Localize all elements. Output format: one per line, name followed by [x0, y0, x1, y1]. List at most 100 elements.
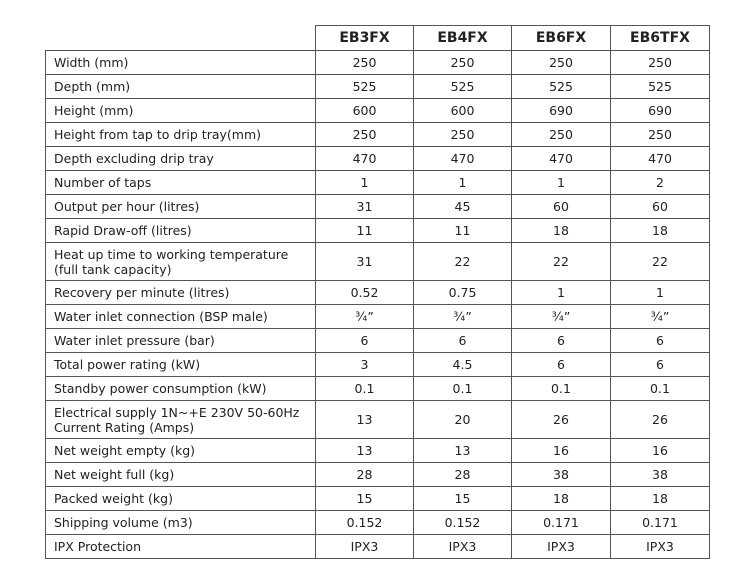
table-row: Electrical supply 1N~+E 230V 50-60Hz Cur… — [45, 400, 710, 439]
spec-table: EB3FX EB4FX EB6FX EB6TFX Width (mm) 250 250 25… — [45, 25, 710, 559]
cell-value: 26 — [511, 400, 611, 439]
cell-value: 525 — [610, 74, 710, 99]
table-row: Water inlet pressure (bar) 6 6 6 6 — [45, 328, 710, 353]
table-row: Water inlet connection (BSP male) ¾” ¾” ¾” ¾… — [45, 304, 710, 329]
row-label: Net weight empty (kg) — [45, 438, 316, 463]
cell-value: 22 — [413, 242, 512, 281]
cell-value: IPX3 — [315, 534, 414, 559]
cell-value: 250 — [413, 50, 512, 75]
row-label: Water inlet pressure (bar) — [45, 328, 316, 353]
cell-value: 6 — [610, 352, 710, 377]
blank-cell — [45, 25, 316, 51]
cell-value: 250 — [315, 122, 414, 147]
cell-value: 0.152 — [413, 510, 512, 535]
cell-value: 690 — [511, 98, 611, 123]
table-row: Depth (mm) 525 525 525 525 — [45, 74, 710, 99]
row-label: Electrical supply 1N~+E 230V 50-60Hz Cur… — [45, 400, 316, 439]
table-row: Packed weight (kg) 15 15 18 18 — [45, 486, 710, 511]
cell-value: 0.1 — [315, 376, 414, 401]
table-row: Rapid Draw-off (litres) 11 11 18 18 — [45, 218, 710, 243]
cell-value: 600 — [315, 98, 414, 123]
cell-value: 1 — [315, 170, 414, 195]
cell-value: 22 — [610, 242, 710, 281]
cell-value: IPX3 — [511, 534, 611, 559]
cell-value: 3 — [315, 352, 414, 377]
header-row: EB3FX EB4FX EB6FX EB6TFX — [45, 25, 710, 51]
cell-value: 13 — [413, 438, 512, 463]
cell-value: 15 — [315, 486, 414, 511]
cell-value: 250 — [511, 50, 611, 75]
table-row: Shipping volume (m3) 0.152 0.152 0.171 0.171 — [45, 510, 710, 535]
cell-value: 600 — [413, 98, 512, 123]
row-label: Depth (mm) — [45, 74, 316, 99]
cell-value: 18 — [610, 486, 710, 511]
cell-value: 45 — [413, 194, 512, 219]
table-row: Width (mm) 250 250 250 250 — [45, 50, 710, 75]
table-row: Output per hour (litres) 31 45 60 60 — [45, 194, 710, 219]
column-header: EB6FX — [511, 25, 611, 51]
cell-value: ¾” — [610, 304, 710, 329]
cell-value: 28 — [315, 462, 414, 487]
table-row: Net weight full (kg) 28 28 38 38 — [45, 462, 710, 487]
table-row: Recovery per minute (litres) 0.52 0.75 1 1 — [45, 280, 710, 305]
cell-value: 20 — [413, 400, 512, 439]
cell-value: IPX3 — [610, 534, 710, 559]
cell-value: 38 — [511, 462, 611, 487]
cell-value: 250 — [610, 122, 710, 147]
cell-value: 470 — [511, 146, 611, 171]
cell-value: 470 — [610, 146, 710, 171]
cell-value: 18 — [610, 218, 710, 243]
cell-value: 60 — [511, 194, 611, 219]
cell-value: 525 — [315, 74, 414, 99]
cell-value: 250 — [610, 50, 710, 75]
cell-value: 28 — [413, 462, 512, 487]
row-label: Rapid Draw-off (litres) — [45, 218, 316, 243]
cell-value: 250 — [315, 50, 414, 75]
cell-value: 250 — [511, 122, 611, 147]
cell-value: 6 — [413, 328, 512, 353]
cell-value: 15 — [413, 486, 512, 511]
cell-value: 1 — [413, 170, 512, 195]
cell-value: 0.152 — [315, 510, 414, 535]
cell-value: 0.1 — [610, 376, 710, 401]
cell-value: 6 — [315, 328, 414, 353]
column-header: EB4FX — [413, 25, 512, 51]
cell-value: 470 — [315, 146, 414, 171]
table-row: Height from tap to drip tray(mm) 250 250 25… — [45, 122, 710, 147]
cell-value: 690 — [610, 98, 710, 123]
cell-value: 1 — [511, 170, 611, 195]
cell-value: 18 — [511, 486, 611, 511]
cell-value: ¾” — [315, 304, 414, 329]
row-label: Recovery per minute (litres) — [45, 280, 316, 305]
cell-value: ¾” — [413, 304, 512, 329]
cell-value: 0.171 — [610, 510, 710, 535]
table-row: Height (mm) 600 600 690 690 — [45, 98, 710, 123]
cell-value: 26 — [610, 400, 710, 439]
cell-value: 18 — [511, 218, 611, 243]
cell-value: 1 — [511, 280, 611, 305]
cell-value: 31 — [315, 194, 414, 219]
table-row: Net weight empty (kg) 13 13 16 16 — [45, 438, 710, 463]
row-label: Depth excluding drip tray — [45, 146, 316, 171]
row-label: IPX Protection — [45, 534, 316, 559]
cell-value: 6 — [511, 352, 611, 377]
table-row: Total power rating (kW) 3 4.5 6 6 — [45, 352, 710, 377]
table-row: Number of taps 1 1 1 2 — [45, 170, 710, 195]
cell-value: 6 — [610, 328, 710, 353]
cell-value: 2 — [610, 170, 710, 195]
row-label: Heat up time to working temperature (ful… — [45, 242, 316, 281]
cell-value: 0.75 — [413, 280, 512, 305]
row-label: Standby power consumption (kW) — [45, 376, 316, 401]
table-row: Standby power consumption (kW) 0.1 0.1 0.1 0… — [45, 376, 710, 401]
cell-value: 31 — [315, 242, 414, 281]
cell-value: 16 — [610, 438, 710, 463]
row-label: Width (mm) — [45, 50, 316, 75]
cell-value: ¾” — [511, 304, 611, 329]
table-row: Heat up time to working temperature (ful… — [45, 242, 710, 281]
cell-value: 4.5 — [413, 352, 512, 377]
cell-value: 0.1 — [511, 376, 611, 401]
table-row: Depth excluding drip tray 470 470 470 470 — [45, 146, 710, 171]
column-header: EB3FX — [315, 25, 414, 51]
cell-value: 6 — [511, 328, 611, 353]
